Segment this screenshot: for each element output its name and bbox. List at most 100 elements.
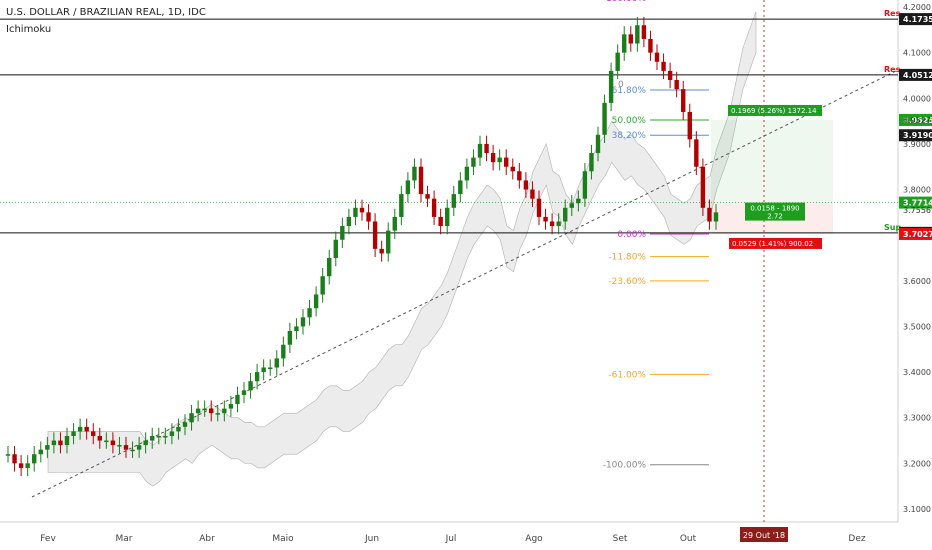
- y-tick-label: 3.4000: [903, 368, 931, 377]
- price-label-bg: [899, 227, 932, 240]
- candle-body: [563, 207, 568, 222]
- y-tick-label: 3.1000: [903, 505, 931, 514]
- candle-body: [674, 80, 679, 90]
- candle-body: [333, 239, 338, 258]
- candle-body: [713, 212, 719, 222]
- event-date-label: 29 Out '18: [743, 531, 785, 540]
- x-tick-label: Dez: [848, 534, 865, 544]
- candle-body: [261, 367, 266, 373]
- candle-body: [418, 166, 424, 195]
- candle-body: [209, 408, 214, 414]
- x-tick-label: Ago: [525, 534, 543, 544]
- candle-body: [77, 426, 83, 432]
- candle-body: [143, 440, 148, 446]
- candle-body: [694, 139, 699, 167]
- candle-body: [530, 189, 535, 199]
- annotation-text: 0.0529 (1.41%) 900.02: [732, 240, 813, 248]
- candle-body: [707, 207, 712, 222]
- candle-body: [110, 440, 116, 446]
- price-label-bg: [899, 113, 932, 126]
- candle-body: [300, 317, 306, 327]
- candle-body: [359, 207, 365, 213]
- candle-body: [51, 440, 57, 446]
- chart-title: U.S. DOLLAR / BRAZILIAN REAL, 1D, IDC: [6, 7, 206, 18]
- candle-body: [25, 463, 30, 468]
- fib-label: -100.00%: [603, 461, 647, 471]
- candle-body: [504, 157, 509, 167]
- price-label-bg: [899, 68, 932, 81]
- candle-body: [353, 207, 358, 217]
- candle-body: [445, 207, 450, 227]
- candle-body: [622, 34, 627, 53]
- candle-body: [130, 449, 135, 452]
- candle-body: [235, 394, 240, 405]
- y-tick-label: 4.0000: [903, 94, 931, 103]
- candle-body: [38, 449, 43, 455]
- candle-body: [5, 454, 11, 456]
- candle-body: [431, 198, 437, 217]
- y-tick-label: 3.5000: [903, 322, 931, 331]
- candle-body: [576, 198, 581, 204]
- candle-body: [294, 326, 299, 332]
- price-label: 3.7027: [903, 230, 932, 239]
- indicator-label: Ichimoku: [6, 24, 52, 35]
- candle-body: [169, 431, 175, 436]
- candle-body: [438, 216, 443, 227]
- candle-body: [268, 367, 273, 370]
- candle-body: [202, 408, 207, 411]
- candle-body: [327, 258, 332, 277]
- candle-body: [189, 413, 194, 423]
- y-tick-label: 3.2000: [903, 459, 931, 468]
- candle-body: [372, 221, 378, 249]
- candle-body: [549, 221, 555, 227]
- candle-body: [71, 431, 76, 436]
- candle-body: [464, 166, 470, 181]
- candle-body: [654, 52, 660, 62]
- candle-body: [681, 89, 686, 112]
- fib-label: -11.80%: [608, 253, 646, 263]
- annotation-bg: [729, 237, 822, 249]
- x-tick-label: Mar: [116, 534, 133, 544]
- candle-body: [241, 390, 247, 395]
- candle-body: [595, 134, 601, 154]
- candle-body: [97, 435, 102, 441]
- candle-body: [136, 445, 142, 450]
- trend-line: [31, 69, 899, 498]
- candle-body: [471, 157, 476, 167]
- x-tick-label: Maio: [272, 534, 294, 544]
- annotation-text: 0.1969 (5.26%) 1372.14: [731, 107, 817, 115]
- long-target-zone: [711, 119, 833, 203]
- candle-body: [386, 230, 391, 254]
- y-tick-label: 3.8000: [903, 186, 931, 195]
- candle-body: [490, 153, 496, 163]
- candle-body: [412, 166, 417, 181]
- candle-body: [641, 25, 647, 39]
- x-tick-label: Fev: [40, 534, 56, 544]
- candle-body: [366, 212, 371, 222]
- candle-body: [523, 180, 529, 190]
- candle-body: [517, 171, 522, 181]
- x-tick-label: Abr: [199, 534, 215, 544]
- annotation-bg: [745, 202, 805, 221]
- candle-body: [45, 445, 50, 450]
- candle-body: [543, 216, 548, 222]
- candle-body: [182, 422, 188, 427]
- price-label: 3.7714: [903, 199, 932, 208]
- candle-body: [700, 166, 706, 208]
- candle-body: [320, 276, 325, 295]
- candle-body: [228, 404, 234, 409]
- candle-body: [195, 408, 201, 414]
- price-label-bg: [899, 196, 932, 209]
- fib-label: 38.20%: [612, 131, 647, 141]
- price-label-bg: [899, 13, 932, 26]
- candle-body: [274, 358, 279, 368]
- candle-body: [451, 194, 456, 208]
- price-label: 3.7556: [903, 206, 931, 215]
- candle-body: [510, 166, 515, 172]
- candle-body: [12, 454, 17, 464]
- candle-body: [615, 52, 620, 71]
- candle-body: [58, 440, 63, 446]
- price-label: 4.1735: [903, 15, 932, 24]
- candle-body: [484, 143, 489, 154]
- candle-body: [608, 70, 614, 103]
